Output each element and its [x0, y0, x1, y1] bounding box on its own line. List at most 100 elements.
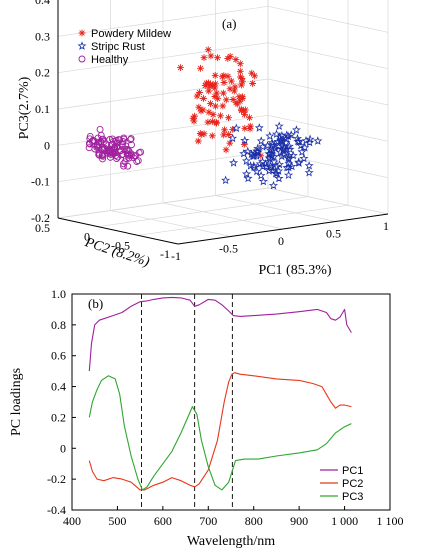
point-stripc-rust	[252, 146, 262, 156]
back-wall-grid-z	[57, 151, 269, 183]
x-tick-label: 400	[63, 514, 81, 528]
panel-b-series	[88, 296, 352, 491]
point-powdery-mildew	[220, 79, 228, 86]
panel-a-label: (a)	[222, 16, 236, 31]
point-powdery-mildew	[242, 106, 249, 114]
point-powdery-mildew	[196, 89, 203, 96]
point-stripc-rust	[304, 161, 314, 170]
point-stripc-rust	[273, 136, 283, 146]
side-wall-grid-z	[267, 114, 389, 142]
point-powdery-mildew	[226, 85, 234, 93]
point-powdery-mildew	[236, 97, 244, 105]
point-powdery-mildew	[251, 72, 258, 80]
point-powdery-mildew	[211, 93, 219, 100]
point-powdery-mildew	[191, 112, 198, 120]
point-stripc-rust	[221, 175, 231, 185]
point-powdery-mildew	[249, 80, 256, 87]
point-stripc-rust	[282, 134, 291, 143]
side-wall-grid-z	[267, 5, 389, 33]
legend-a: Powdery Mildew Stripc Rust Healthy	[77, 28, 171, 66]
point-stripc-rust	[283, 131, 293, 141]
point-stripc-rust	[296, 140, 306, 150]
legend-symbol-healthy	[78, 55, 86, 63]
side-wall-grid-z	[267, 187, 389, 215]
point-powdery-mildew	[239, 77, 246, 85]
legend-marker-stripc-rust	[77, 41, 87, 50]
legend-entry-powdery-mildew: Powdery Mildew	[78, 28, 171, 40]
z-tick-label: 0.1	[35, 102, 50, 116]
point-powdery-mildew	[228, 77, 235, 85]
point-stripc-rust	[269, 141, 279, 150]
point-powdery-mildew	[214, 54, 221, 62]
z-axis-label: PC3(2.7%)	[17, 76, 32, 139]
point-healthy	[99, 151, 106, 158]
point-stripc-rust	[264, 166, 274, 175]
point-powdery-mildew	[232, 56, 240, 63]
point-stripc-rust	[258, 161, 268, 171]
x-tick-label: 0	[278, 234, 284, 248]
point-powdery-mildew	[238, 75, 246, 82]
x-tick-label: 1 000	[331, 514, 358, 528]
point-healthy	[85, 144, 93, 152]
back-wall-grid-z	[57, 5, 269, 37]
point-powdery-mildew	[203, 79, 210, 87]
point-healthy	[124, 146, 132, 154]
point-powdery-mildew	[217, 112, 224, 120]
point-powdery-mildew	[200, 95, 207, 102]
point-healthy	[96, 126, 104, 133]
legend-label-pc2: PC2	[342, 478, 363, 490]
legend-symbol-stripc-rust	[77, 41, 87, 50]
point-stripc-rust	[275, 132, 285, 142]
point-powdery-mildew	[212, 118, 220, 126]
point-powdery-mildew	[240, 141, 248, 148]
series-stripc-rust	[221, 121, 323, 190]
point-powdery-mildew	[225, 131, 233, 138]
line-pc2	[88, 372, 352, 491]
point-stripc-rust	[248, 151, 258, 160]
scatter-3d-panel: -1-0.500.51-1-0.500.5-0.2-0.100.10.20.30…	[17, 0, 389, 278]
x-tick-label: 1 100	[377, 514, 404, 528]
legend-label-pc1: PC1	[342, 465, 363, 477]
point-stripc-rust	[272, 129, 281, 139]
point-powdery-mildew	[248, 69, 256, 77]
point-powdery-mildew	[194, 137, 202, 145]
point-healthy	[99, 155, 107, 163]
point-stripc-rust	[288, 150, 298, 160]
y-tick-label: 0	[84, 230, 90, 244]
point-powdery-mildew	[200, 54, 208, 62]
legend-entry-healthy: Healthy	[78, 54, 129, 66]
point-powdery-mildew	[238, 81, 245, 89]
x-axis-line	[177, 213, 389, 245]
point-healthy	[108, 148, 116, 156]
point-healthy	[105, 146, 112, 154]
point-powdery-mildew	[233, 100, 241, 108]
point-powdery-mildew	[220, 72, 228, 79]
legend-entry-pc3: PC3	[320, 491, 363, 503]
point-healthy	[113, 139, 121, 147]
point-healthy	[125, 151, 133, 159]
point-stripc-rust	[284, 141, 294, 151]
floor-grid-y	[97, 196, 309, 228]
line-chart-panel: 400 500 600 700 800 900 1 000 1 100 -0.4 -0.2 0 0.2…	[9, 287, 404, 549]
point-stripc-rust	[300, 142, 310, 152]
point-stripc-rust	[271, 168, 281, 178]
point-powdery-mildew	[229, 96, 237, 103]
y-tick-label: -0.2	[47, 472, 66, 486]
point-stripc-rust	[241, 169, 252, 178]
point-healthy	[120, 135, 128, 143]
reference-lines	[141, 294, 233, 510]
y-tick-label: -0.5	[111, 238, 130, 252]
back-wall-grid-z	[57, 78, 269, 110]
x-axis-label-b: Wavelength/nm	[187, 534, 275, 549]
point-powdery-mildew	[204, 46, 212, 54]
point-powdery-mildew	[197, 64, 204, 72]
point-powdery-mildew	[205, 87, 213, 95]
point-powdery-mildew	[177, 64, 184, 71]
point-powdery-mildew	[209, 82, 216, 89]
point-powdery-mildew	[220, 131, 228, 139]
y-tick-label: 0.2	[51, 410, 66, 424]
point-stripc-rust	[279, 150, 289, 159]
series-powdery-mildew	[177, 46, 265, 160]
panel-b-ticks: 400 500 600 700 800 900 1 000 1 100 -0.4 -0.2 0 0.2…	[47, 287, 404, 528]
z-tick-label: 0	[44, 138, 50, 152]
